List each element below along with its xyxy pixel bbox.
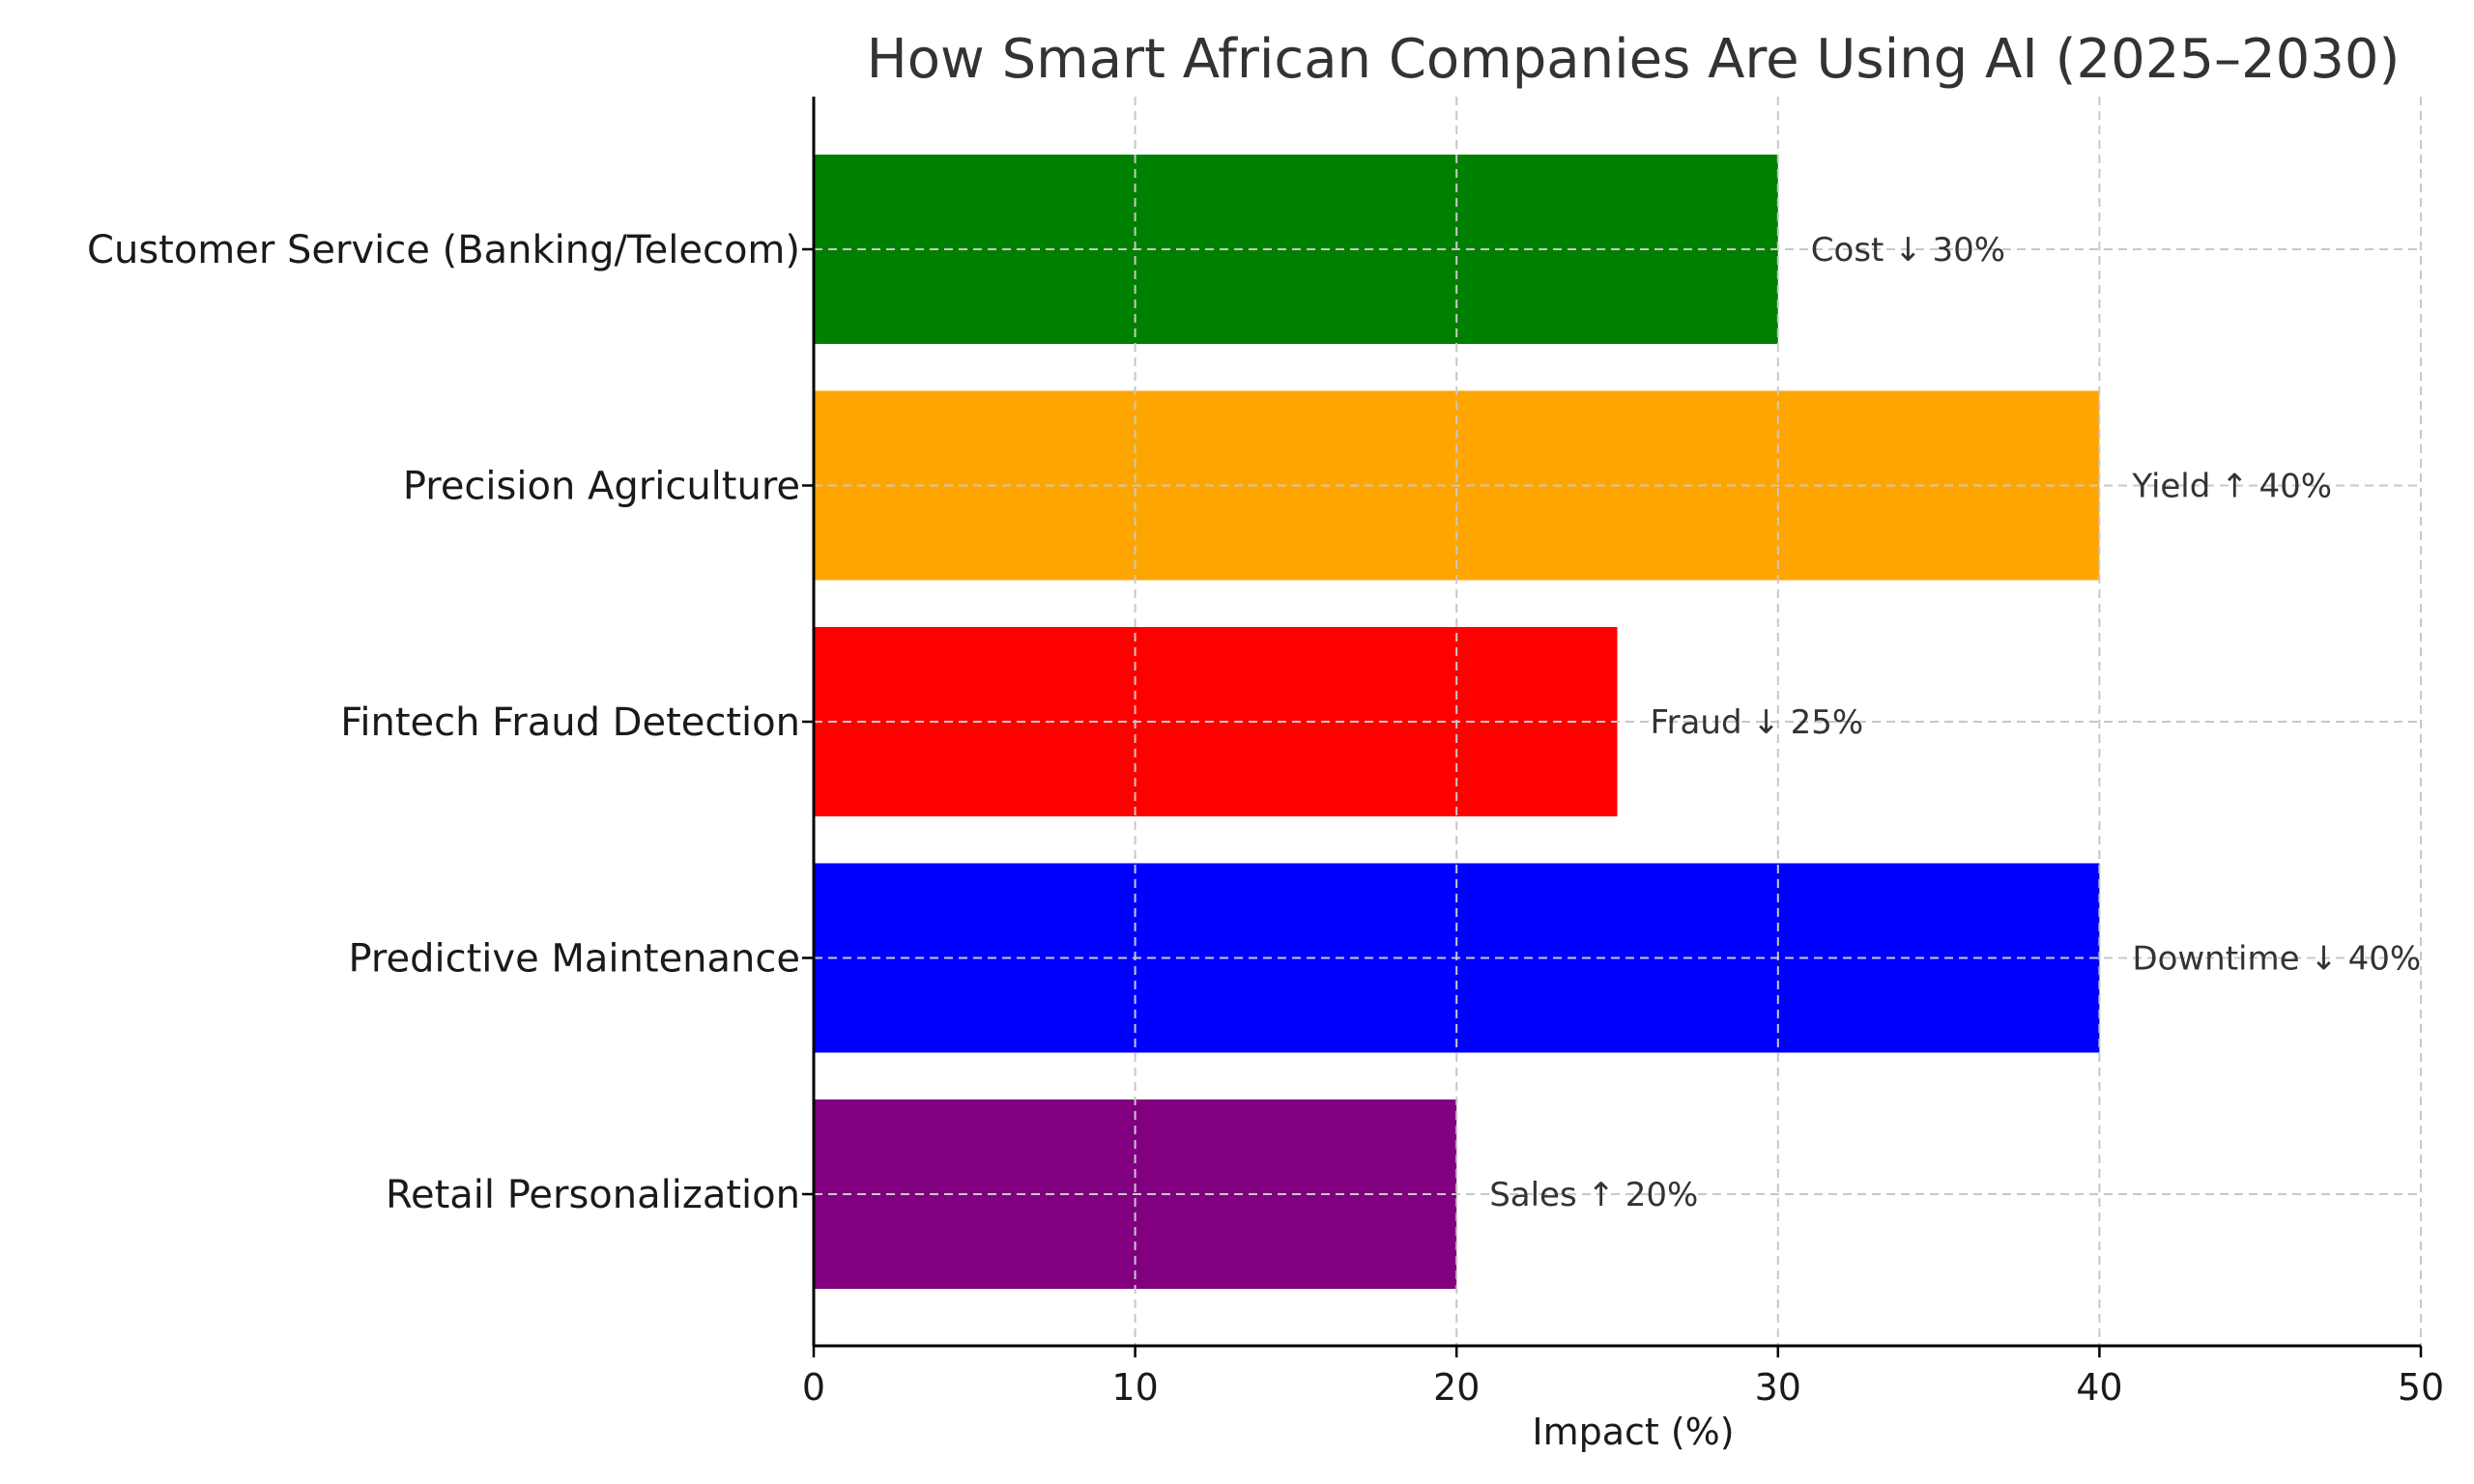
bar-annotation-1: Yield ↑ 40% (2131, 468, 2332, 506)
bar-annotation-3: Downtime ↓ 40% (2132, 940, 2421, 979)
x-tick-label-5: 50 (2398, 1366, 2444, 1409)
bar-annotation-4: Sales ↑ 20% (1489, 1176, 1698, 1214)
axes-layer (802, 97, 2423, 1357)
category-label-2: Fintech Fraud Detection (340, 700, 800, 745)
category-label-4: Retail Personalization (386, 1173, 800, 1217)
labels-layer: 0 10 20 30 40 50 Customer Service (Banking/Tel… (87, 228, 2444, 1409)
x-tick-label-2: 20 (1433, 1366, 1480, 1409)
category-label-3: Predictive Maintenance (349, 937, 800, 982)
bar-annotation-0: Cost ↓ 30% (1811, 231, 2005, 270)
chart-title: How Smart African Companies Are Using AI… (867, 28, 2401, 91)
category-label-0: Customer Service (Banking/Telecom) (87, 228, 800, 272)
x-tick-label-0: 0 (802, 1366, 825, 1409)
bar-annotation-2: Fraud ↓ 25% (1651, 703, 1864, 742)
grid-layer (814, 97, 2422, 1346)
x-tick-label-1: 10 (1111, 1366, 1158, 1409)
x-axis-label: Impact (%) (1532, 1411, 1734, 1453)
x-tick-label-4: 40 (2076, 1366, 2122, 1409)
x-tick-label-3: 30 (1755, 1366, 1801, 1409)
category-label-1: Precision Agriculture (403, 465, 800, 509)
